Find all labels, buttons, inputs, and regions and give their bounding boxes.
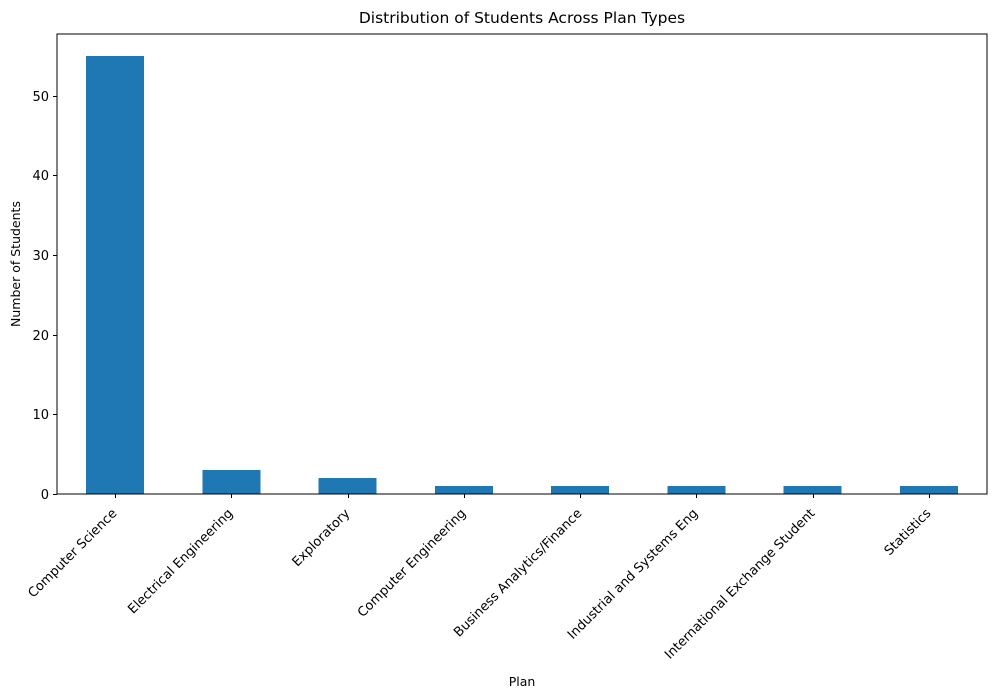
bar-2 bbox=[318, 478, 377, 494]
x-axis-ticks: Computer Science Electrical Engineering Ex… bbox=[25, 494, 934, 662]
bar-1 bbox=[202, 470, 261, 494]
bar-5 bbox=[667, 486, 726, 494]
x-axis-label: Plan bbox=[509, 674, 536, 689]
y-tick-label-2: 20 bbox=[32, 329, 49, 344]
bar-0 bbox=[86, 55, 145, 495]
bar-7 bbox=[899, 486, 958, 494]
y-tick-label-0: 0 bbox=[41, 488, 49, 503]
x-tick-label-4: Business Analytics/Finance bbox=[451, 506, 585, 640]
plot-frame bbox=[56, 33, 988, 495]
y-axis-ticks: 0 10 20 30 40 50 bbox=[32, 90, 57, 503]
x-tick-label-5: Industrial and Systems Eng bbox=[565, 506, 701, 642]
bar-3 bbox=[434, 486, 493, 494]
x-tick-label-1: Electrical Engineering bbox=[125, 506, 236, 617]
x-tick-label-2: Exploratory bbox=[290, 506, 354, 570]
chart-title: Distribution of Students Across Plan Typ… bbox=[359, 9, 685, 27]
y-axis-label: Number of Students bbox=[8, 201, 23, 327]
x-tick-label-3: Computer Engineering bbox=[355, 506, 469, 620]
bar-6 bbox=[783, 486, 842, 494]
x-tick-label-0: Computer Science bbox=[25, 506, 120, 601]
y-tick-label-1: 10 bbox=[32, 408, 49, 423]
bars-layer bbox=[86, 55, 958, 495]
x-tick-label-7: Statistics bbox=[882, 506, 935, 559]
y-tick-label-5: 50 bbox=[32, 90, 49, 105]
y-tick-label-4: 40 bbox=[32, 169, 49, 184]
bar-4 bbox=[551, 486, 610, 494]
y-tick-label-3: 30 bbox=[32, 249, 49, 264]
